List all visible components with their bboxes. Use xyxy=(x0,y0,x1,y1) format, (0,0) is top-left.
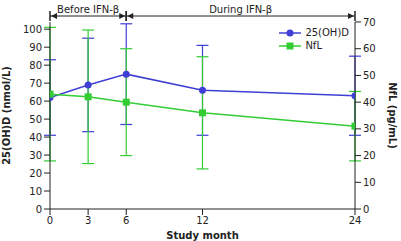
svg-text:60: 60 xyxy=(363,43,376,54)
svg-text:During IFN-β: During IFN-β xyxy=(209,4,272,15)
svg-text:70: 70 xyxy=(363,17,376,28)
svg-text:Before IFN-β: Before IFN-β xyxy=(57,4,119,15)
svg-text:25(OH)D (nmol/L): 25(OH)D (nmol/L) xyxy=(8,66,12,165)
svg-text:20: 20 xyxy=(363,150,376,161)
svg-text:12: 12 xyxy=(196,215,209,226)
html-text:25(OH)D: 25(OH)D xyxy=(305,27,349,38)
svg-text:3: 3 xyxy=(85,215,91,226)
svg-text:60: 60 xyxy=(29,96,42,107)
svg-text:50: 50 xyxy=(363,70,376,81)
svg-text:40: 40 xyxy=(363,97,376,108)
svg-text:10: 10 xyxy=(363,177,376,188)
svg-text:24: 24 xyxy=(349,215,362,226)
svg-text:70: 70 xyxy=(29,78,42,89)
svg-text:0: 0 xyxy=(363,204,369,215)
svg-text:Study month: Study month xyxy=(166,230,239,241)
svg-text:30: 30 xyxy=(29,150,42,161)
svg-text:90: 90 xyxy=(29,42,42,53)
svg-text:10: 10 xyxy=(29,186,42,197)
svg-text:80: 80 xyxy=(29,60,42,71)
svg-text:20: 20 xyxy=(29,168,42,179)
svg-text:6: 6 xyxy=(123,215,129,226)
svg-text:0: 0 xyxy=(47,215,53,226)
html-text:NfL: NfL xyxy=(305,40,322,51)
svg-text:50: 50 xyxy=(29,114,42,125)
svg-text:40: 40 xyxy=(29,132,42,143)
svg-text:100: 100 xyxy=(23,24,42,35)
svg-text:NfL (pg/mL): NfL (pg/mL) xyxy=(387,82,393,148)
svg-text:0: 0 xyxy=(36,204,42,215)
svg-text:30: 30 xyxy=(363,123,376,134)
